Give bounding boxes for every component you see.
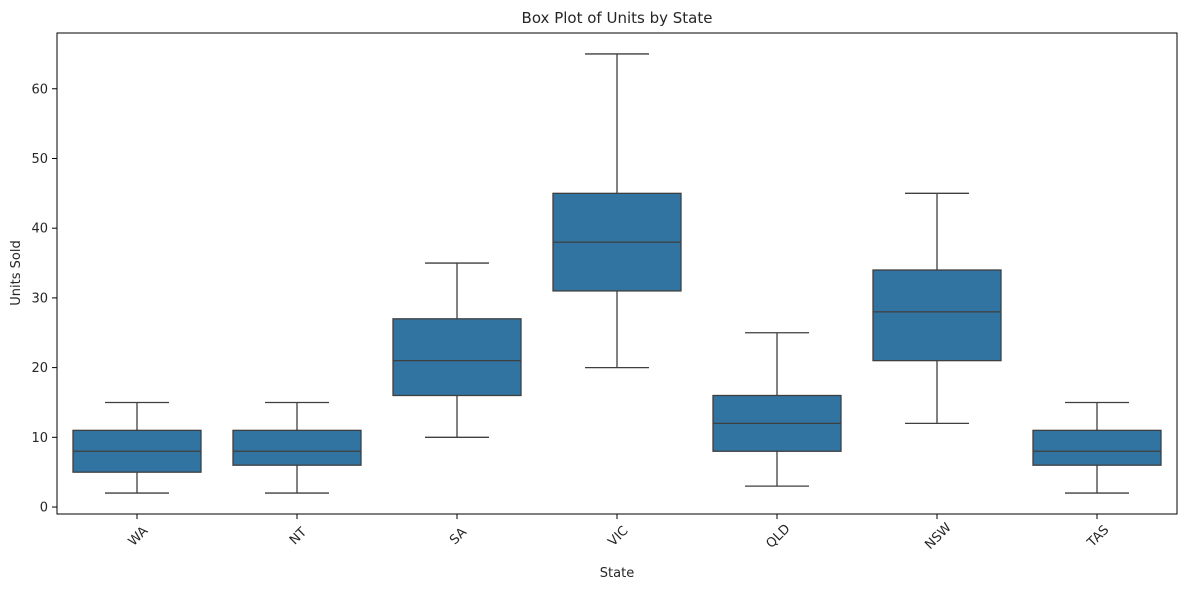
y-tick-label: 60 bbox=[31, 82, 48, 97]
x-tick-label-vic: VIC bbox=[606, 524, 632, 550]
y-tick-label: 50 bbox=[31, 152, 48, 167]
x-axis-title: State bbox=[600, 566, 634, 581]
x-tick-label-nsw: NSW bbox=[922, 520, 955, 553]
y-axis-title: Units Sold bbox=[9, 240, 24, 305]
box-nsw bbox=[872, 269, 1002, 362]
plot-area: 0 10 20 30 40 50 60 WA NT SA VIC QLD NSW TAS bbox=[31, 32, 1178, 553]
x-tick-label-wa: WA bbox=[126, 524, 152, 550]
x-tick-label-sa: SA bbox=[447, 525, 470, 548]
box-sa bbox=[392, 318, 522, 397]
x-tick-label-qld: QLD bbox=[763, 521, 793, 551]
box-tas bbox=[1032, 429, 1162, 466]
chart-title: Box Plot of Units by State bbox=[522, 9, 713, 27]
x-tick-label-tas: TAS bbox=[1084, 523, 1112, 551]
y-tick-label: 10 bbox=[31, 431, 48, 446]
y-tick-label: 0 bbox=[40, 501, 48, 516]
y-tick-label: 30 bbox=[31, 291, 48, 306]
box-nt bbox=[232, 429, 362, 466]
y-tick-label: 40 bbox=[31, 222, 48, 237]
y-tick-label: 20 bbox=[31, 361, 48, 376]
x-tick-label-nt: NT bbox=[287, 525, 310, 548]
